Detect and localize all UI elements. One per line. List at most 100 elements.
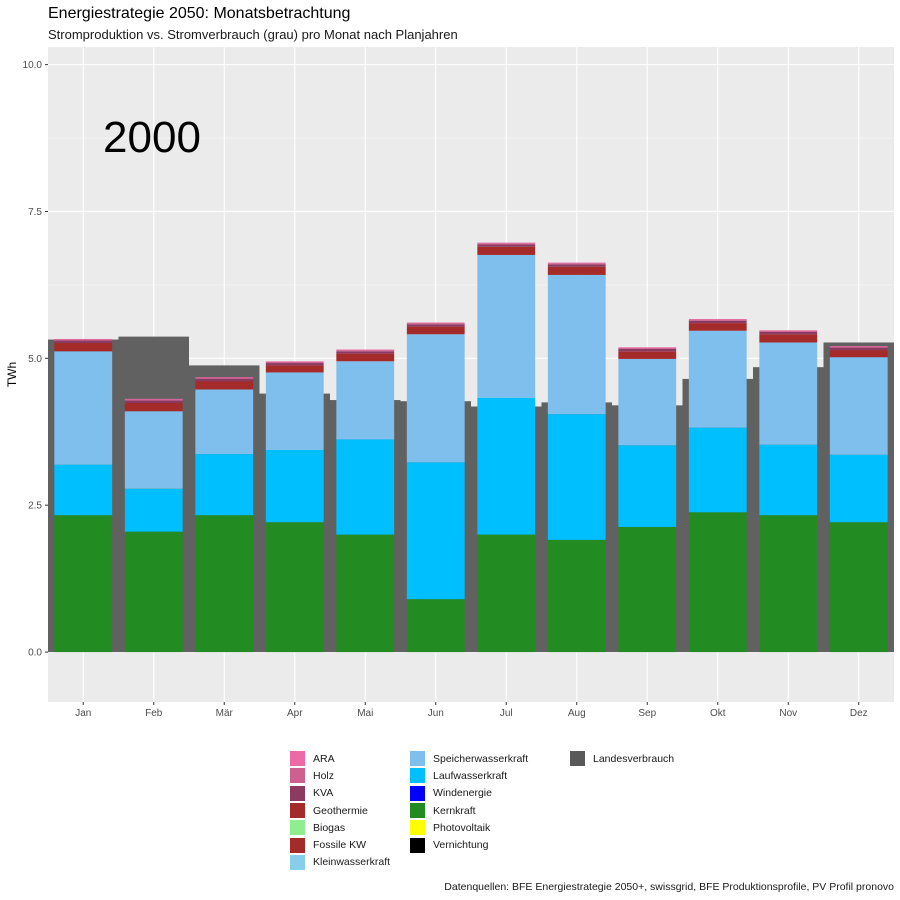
legend-item: Biogas [290,819,400,836]
bar-segment-fossile-kw [829,350,888,358]
bar-segment-speicherwasserkraft [759,342,818,445]
bar-segment-laufwasserkraft [406,462,465,600]
bar-segment-kva [618,348,677,352]
bar-segment-laufwasserkraft [54,464,113,516]
bar-segment-holz [406,323,465,325]
chart-subtitle: Stromproduktion vs. Stromverbrauch (grau… [48,27,458,42]
x-tick-label: Aug [568,708,586,719]
legend-label: Kernkraft [433,804,476,817]
bar-segment-fossile-kw [124,402,183,412]
bar-segment-fossile-kw [618,351,677,359]
bar-segment-kva [124,400,183,403]
legend-item: Photovoltaik [410,819,560,836]
bar-segment-holz [195,377,254,379]
y-tick-label: 10.0 [23,60,43,71]
legend-swatch [410,837,425,853]
bar-segment-ara [759,330,818,331]
bar-segment-holz [265,361,324,364]
bar-segment-speicherwasserkraft [477,254,536,398]
bar-segment-kernkraft [336,534,395,653]
bar-segment-kernkraft [54,515,113,653]
bar-segment-ara [54,338,113,340]
legend-label: Kleinwasserkraft [313,856,391,869]
legend-column: Landesverbrauch [570,750,674,871]
legend-swatch [570,751,585,767]
bar-segment-kernkraft [477,534,536,653]
bar-segment-speicherwasserkraft [124,411,183,489]
legend-label: Vernichtung [433,839,489,852]
bar-segment-speicherwasserkraft [195,389,254,455]
x-tick-label: Jun [428,708,444,719]
legend-item: KVA [290,785,400,802]
data-source-caption: Datenquellen: BFE Energiestrategie 2050+… [444,881,894,893]
x-tick-label: Apr [287,708,303,719]
bar-segment-speicherwasserkraft [265,372,324,450]
legend-item: Holz [290,767,400,784]
bar-segment-fossile-kw [54,343,113,352]
bar-segment-fossile-kw [688,323,747,331]
bar-segment-holz [124,399,183,401]
bar-segment-kva [54,340,113,344]
legend-label: Biogas [313,821,346,834]
y-tick-label: 0.0 [28,648,42,659]
bar-segment-ara [547,262,606,264]
legend-item: Kernkraft [410,802,560,819]
legend-swatch [290,751,305,767]
bar-segment-kva [265,363,324,366]
legend-item: Kleinwasserkraft [290,854,400,871]
legend-swatch [290,854,305,870]
x-tick-label: Feb [145,708,163,719]
chart-title: Energiestrategie 2050: Monatsbetrachtung [48,5,351,22]
legend-item: Landesverbrauch [570,750,674,767]
legend-item: Geothermie [290,802,400,819]
bar-segment-kernkraft [547,539,606,653]
legend-swatch [410,768,425,784]
legend-item: Vernichtung [410,836,560,853]
bar-segment-kva [547,264,606,267]
legend-label: KVA [313,787,334,800]
bar-segment-ara [477,242,536,244]
legend: ARA Holz KVA Geothermie Biogas Fossile KW Klei… [290,750,674,871]
bar-segment-ara [265,361,324,362]
bar-segment-fossile-kw [477,246,536,255]
legend-label: Fossile KW [313,839,367,852]
bar-segment-speicherwasserkraft [547,274,606,415]
bar-segment-kernkraft [265,522,324,653]
y-tick-label: 7.5 [28,207,42,218]
x-tick-label: Mär [216,708,234,719]
x-tick-label: Okt [710,708,726,719]
bar-segment-fossile-kw [195,381,254,390]
legend-label: Windenergie [433,787,492,800]
bar-segment-laufwasserkraft [195,454,254,516]
bar-segment-kernkraft [195,515,254,653]
bar-segment-kernkraft [688,512,747,653]
x-tick-label: Nov [779,708,797,719]
bar-segment-holz [618,347,677,349]
bar-segment-laufwasserkraft [618,445,677,527]
bar-segment-kernkraft [406,599,465,653]
bar-segment-speicherwasserkraft [829,357,888,455]
legend-label: Photovoltaik [433,821,491,834]
legend-swatch [290,820,305,836]
bar-segment-holz [336,350,395,352]
bar-segment-ara [195,377,254,378]
bar-segment-fossile-kw [406,326,465,335]
y-tick-label: 5.0 [28,354,42,365]
bar-segment-ara [688,318,747,320]
x-tick-label: Jan [75,708,91,719]
bar-segment-speicherwasserkraft [336,361,395,440]
x-tick-label: Sep [638,708,656,719]
bar-segment-ara [124,398,183,400]
legend-swatch [290,803,305,819]
bar-segment-kva [829,347,888,351]
bar-segment-kernkraft [759,515,818,653]
bar-segment-holz [547,263,606,265]
bar-segment-holz [829,346,888,348]
bar-segment-fossile-kw [759,334,818,343]
bar-segment-laufwasserkraft [336,439,395,535]
bar-segment-holz [688,319,747,321]
bar-segment-fossile-kw [336,353,395,362]
y-tick-label: 2.5 [28,501,42,512]
legend-swatch [410,751,425,767]
